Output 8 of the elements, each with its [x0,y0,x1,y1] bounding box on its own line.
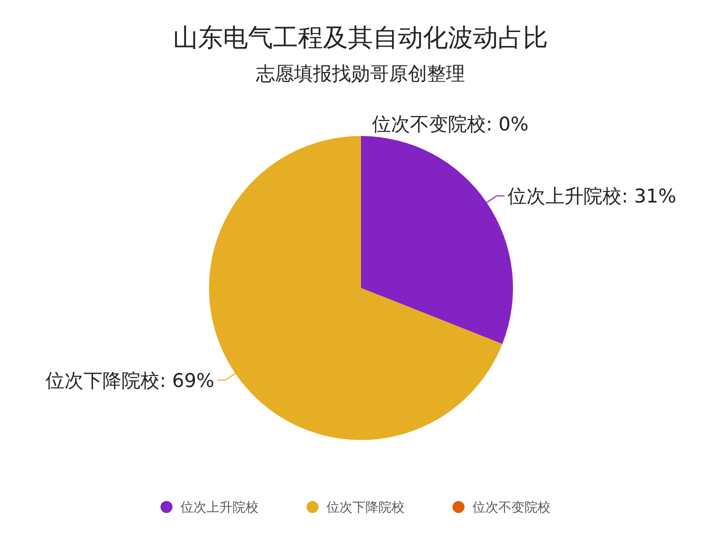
chart-subtitle: 志愿填报找勋哥原创整理 [256,63,465,85]
data-label: 位次下降院校: 69% [46,370,214,392]
data-label: 位次上升院校: 31% [508,185,676,208]
text: 位次不变院校: 0% [372,114,529,136]
legend-label: 位次不变院校 [472,500,550,516]
chart-title: 山东电气工程及其自动化波动占比 [173,23,548,52]
legend-label: 位次上升院校 [180,500,258,516]
legend-label: 位次下降院校 [326,500,404,516]
